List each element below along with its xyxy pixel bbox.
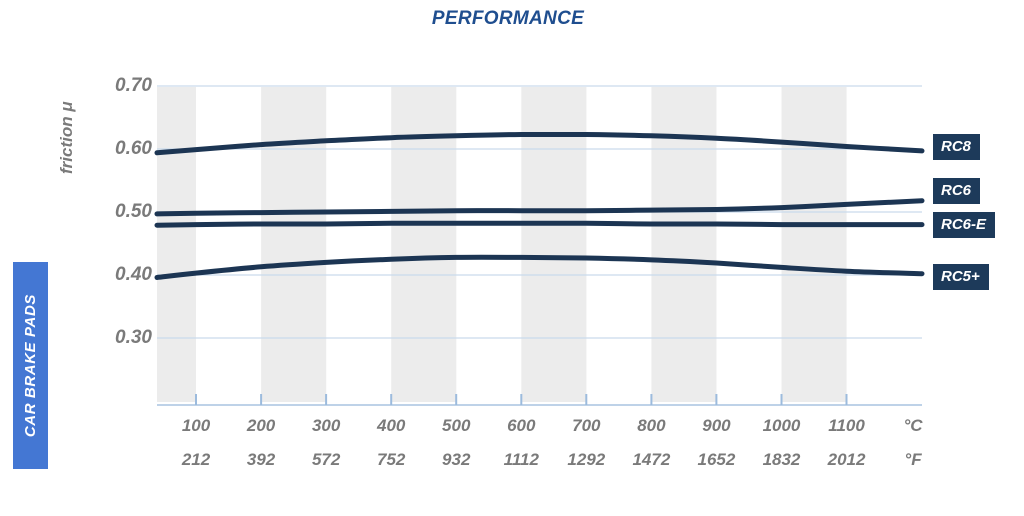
x-tick-label-fahrenheit: 212 (181, 450, 211, 469)
chart-title: PERFORMANCE (431, 8, 585, 29)
x-tick-label-celsius: 400 (376, 416, 406, 435)
car-brake-pads-banner: CAR BRAKE PADS (13, 262, 48, 469)
background-band (261, 87, 327, 402)
celsius-unit-label: °C (903, 416, 923, 435)
x-tick-label-fahrenheit: 1112 (503, 450, 539, 469)
curve-rc8 (154, 131, 925, 156)
fahrenheit-unit-label: °F (904, 450, 922, 469)
x-tick-label-fahrenheit: 1652 (697, 450, 736, 469)
x-tick-label-fahrenheit: 752 (376, 450, 406, 469)
x-tick-label-fahrenheit: 2012 (827, 450, 866, 469)
x-tick-label-fahrenheit: 1292 (567, 450, 606, 469)
y-tick-label: 0.30 (115, 327, 152, 348)
x-tick-label-celsius: 800 (637, 416, 666, 435)
background-band (157, 87, 196, 402)
x-tick-label-celsius: 200 (246, 416, 276, 435)
curve-rc5+ (154, 254, 925, 280)
x-tick-label-celsius: 600 (507, 416, 536, 435)
series-label-rc5-: RC5+ (933, 263, 989, 290)
series-label-rc6: RC6 (933, 177, 981, 204)
background-band (781, 87, 847, 402)
curve-rc6 (154, 198, 925, 217)
x-tick-label-celsius: 1000 (762, 416, 801, 435)
x-tick-label-fahrenheit: 932 (442, 450, 471, 469)
series-label-rc8: RC8 (933, 133, 981, 160)
y-tick-label: 0.70 (115, 75, 152, 96)
y-tick-label: 0.40 (115, 264, 152, 285)
x-tick-label-fahrenheit: 1472 (632, 450, 671, 469)
x-tick-label-celsius: 700 (572, 416, 601, 435)
x-tick-label-celsius: 100 (181, 416, 211, 435)
y-tick-label: 0.60 (115, 138, 152, 159)
x-tick-label-celsius: 500 (442, 416, 471, 435)
x-tick-label-fahrenheit: 392 (246, 450, 276, 469)
x-tick-label-fahrenheit: 1832 (762, 450, 801, 469)
x-tick-label-celsius: 300 (311, 416, 341, 435)
x-tick-label-celsius: 1100 (828, 416, 865, 435)
y-tick-label: 0.50 (115, 201, 152, 222)
x-tick-label-fahrenheit: 572 (311, 450, 341, 469)
x-tick-label-celsius: 900 (702, 416, 731, 435)
series-label-rc6-e: RC6-E (933, 211, 996, 238)
background-band (521, 87, 587, 402)
curve-rc6-e (154, 220, 925, 228)
